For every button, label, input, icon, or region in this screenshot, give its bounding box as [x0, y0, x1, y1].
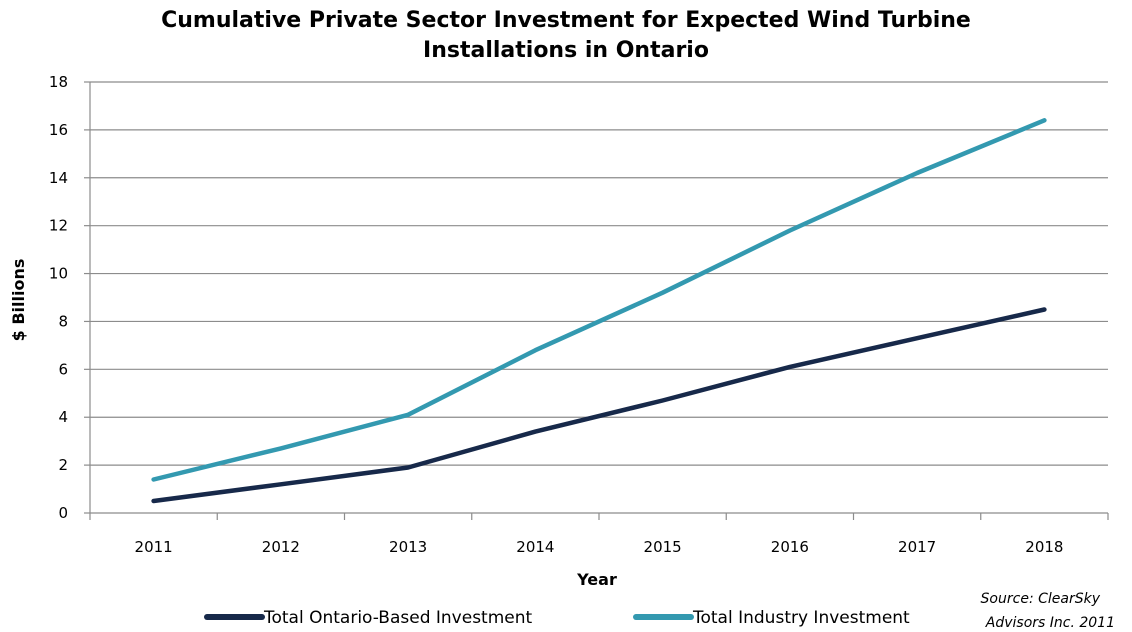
x-tick-label-2016: 2016 — [771, 538, 809, 556]
legend: Total Ontario-Based Investment Total Ind… — [207, 608, 910, 628]
x-tick-label-2011: 2011 — [135, 538, 173, 556]
x-tick-label-2018: 2018 — [1025, 538, 1063, 556]
x-tick-label-2014: 2014 — [516, 538, 554, 556]
source-note-line-2: Advisors Inc. 2011 — [985, 615, 1115, 631]
legend-label-ontario: Total Ontario-Based Investment — [263, 608, 533, 628]
x-tick-label-2013: 2013 — [389, 538, 427, 556]
legend-label-industry: Total Industry Investment — [692, 608, 910, 628]
y-tick-label: 12 — [49, 217, 68, 235]
y-tick-label: 14 — [49, 169, 68, 187]
x-tick-label-2012: 2012 — [262, 538, 300, 556]
x-tick-label-2015: 2015 — [644, 538, 682, 556]
x-tick-label-2017: 2017 — [898, 538, 936, 556]
series-line-1 — [154, 120, 1045, 479]
gridlines — [90, 82, 1108, 465]
y-axis-title: $ Billions — [9, 259, 28, 342]
source-note-line-1: Source: ClearSky — [981, 591, 1101, 607]
x-axis-title: Year — [576, 570, 617, 589]
y-tick-label: 8 — [58, 312, 68, 330]
y-tick-label: 4 — [58, 408, 68, 426]
y-tick-label: 0 — [58, 504, 68, 522]
y-tick-label: 2 — [58, 456, 68, 474]
axes — [84, 82, 1108, 520]
tick-labels: 0 2 4 6 8 10 12 14 16 18 2011 2012 2013 2014 2015 2016 2… — [49, 73, 1064, 556]
y-tick-label: 10 — [49, 265, 68, 283]
y-tick-label: 18 — [49, 73, 68, 91]
y-tick-label: 16 — [49, 121, 68, 139]
y-tick-label: 6 — [58, 360, 68, 378]
series-line-0 — [154, 310, 1045, 502]
